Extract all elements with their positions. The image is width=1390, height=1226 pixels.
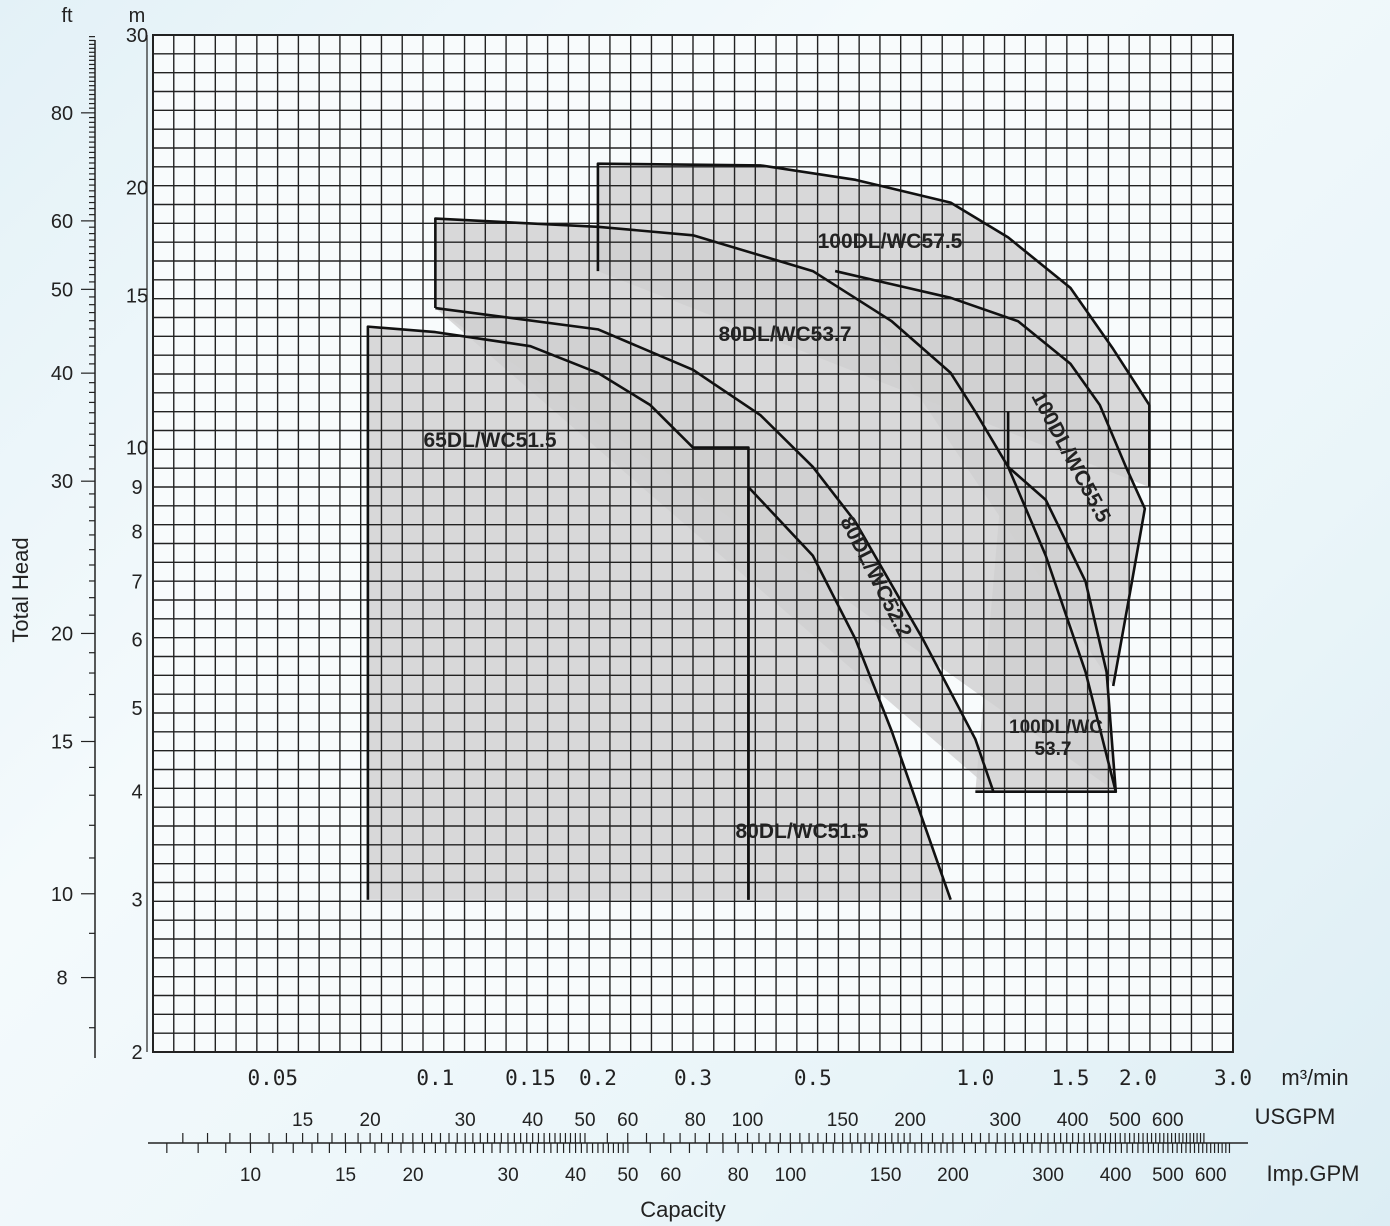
x-tick-m3: 0.15	[505, 1066, 556, 1090]
y-tick-m: 9	[131, 477, 142, 499]
x-tick-impgpm: 30	[498, 1165, 519, 1186]
x-tick-impgpm: 40	[565, 1165, 586, 1186]
x-tick-usgpm: 500	[1109, 1110, 1141, 1131]
x-tick-impgpm: 200	[937, 1165, 969, 1186]
x-tick-impgpm: 50	[617, 1165, 638, 1186]
x-unit-impgpm: Imp.GPM	[1267, 1161, 1360, 1186]
curve-80dl-wc51-5	[747, 485, 952, 901]
label-80dl-wc53-7: 80DL/WC53.7	[718, 323, 851, 346]
y-tick-ft: 20	[51, 623, 73, 645]
y-tick-m: 7	[131, 572, 142, 594]
curve-65dl-wc51-5	[366, 325, 750, 900]
x-tick-usgpm: 20	[360, 1110, 381, 1131]
region-100dl-wc57-5	[597, 163, 1150, 488]
x-tick-m3: 0.3	[674, 1066, 712, 1090]
y-tick-ft: 15	[51, 731, 73, 753]
y-axis-title: Total Head	[8, 537, 33, 642]
x-tick-usgpm: 15	[292, 1110, 313, 1131]
x-tick-usgpm: 50	[574, 1110, 595, 1131]
x-tick-m3: 2.0	[1119, 1066, 1157, 1090]
x-tick-impgpm: 400	[1100, 1165, 1132, 1186]
grid-lines	[153, 35, 1233, 1052]
curve-80dl-wc52-2	[435, 306, 995, 793]
x-tick-usgpm: 600	[1152, 1110, 1184, 1131]
x-tick-usgpm: 200	[894, 1110, 926, 1131]
y-tick-m: 5	[131, 698, 142, 720]
x-tick-usgpm: 60	[617, 1110, 638, 1131]
x-tick-impgpm: 15	[335, 1165, 356, 1186]
x-tick-m3: 1.0	[956, 1066, 994, 1090]
y-tick-m: 15	[126, 285, 148, 307]
y-tick-m: 8	[131, 521, 142, 543]
y-tick-ft: 8	[56, 968, 67, 990]
label-100dl-wc53-7-line2: 53.7	[1035, 739, 1072, 760]
x-tick-impgpm: 80	[728, 1165, 749, 1186]
x-unit-m3: m³/min	[1281, 1065, 1348, 1090]
x-tick-m3: 3.0	[1214, 1066, 1252, 1090]
y-tick-m: 6	[131, 629, 142, 651]
x-tick-impgpm: 150	[870, 1165, 902, 1186]
y-tick-m: 3	[131, 890, 142, 912]
label-100dl-wc57-5: 100DL/WC57.5	[818, 230, 963, 253]
x-tick-impgpm: 300	[1032, 1165, 1064, 1186]
y-tick-ft: 60	[51, 211, 73, 233]
x-tick-impgpm: 10	[240, 1165, 261, 1186]
x-unit-usgpm: USGPM	[1255, 1104, 1336, 1129]
x-tick-usgpm: 30	[455, 1110, 476, 1131]
x-tick-usgpm: 300	[989, 1110, 1021, 1131]
curve-100dl-wc53-7	[975, 411, 1118, 793]
curve-80dl-wc53-7	[434, 217, 1118, 793]
label-65dl-wc51-5: 65DL/WC51.5	[423, 429, 556, 452]
x-tick-m3: 0.5	[794, 1066, 832, 1090]
plot-frame	[152, 34, 1234, 1053]
x-tick-m3: 0.05	[248, 1066, 299, 1090]
x-tick-impgpm: 60	[660, 1165, 681, 1186]
y-tick-ft: 30	[51, 471, 73, 493]
label-100dl-wc53-7-line1: 100DL/WC	[1009, 717, 1103, 738]
y-tick-ft: 80	[51, 103, 73, 125]
x-tick-usgpm: 80	[685, 1110, 706, 1131]
x-tick-impgpm: 500	[1152, 1165, 1184, 1186]
y-tick-ft: 10	[51, 884, 73, 906]
y-tick-m: 10	[126, 438, 148, 460]
x-tick-m3: 0.2	[579, 1066, 617, 1090]
label-80dl-wc51-5: 80DL/WC51.5	[735, 820, 868, 843]
y-tick-ft: 40	[51, 363, 73, 385]
y-tick-m: 2	[131, 1042, 142, 1064]
y-tick-m: 4	[131, 782, 142, 804]
x-tick-usgpm: 400	[1057, 1110, 1089, 1131]
x-tick-usgpm: 100	[732, 1110, 764, 1131]
curve-100dl-wc57-5	[596, 162, 1151, 488]
curve-100dl-wc55-5	[834, 269, 1147, 687]
x-tick-usgpm: 150	[827, 1110, 859, 1131]
x-tick-usgpm: 40	[522, 1110, 543, 1131]
x-tick-impgpm: 100	[775, 1165, 807, 1186]
y-tick-m: 30	[126, 25, 148, 47]
y-tick-ft: 50	[51, 279, 73, 301]
y-unit-ft: ft	[61, 5, 73, 27]
x-axis-title: Capacity	[640, 1197, 726, 1222]
x-tick-impgpm: 600	[1195, 1165, 1227, 1186]
y-tick-m: 20	[126, 177, 148, 199]
x-tick-m3: 1.5	[1051, 1066, 1089, 1090]
x-tick-impgpm: 20	[402, 1165, 423, 1186]
x-tick-m3: 0.1	[416, 1066, 454, 1090]
y-unit-m: m	[129, 5, 146, 27]
